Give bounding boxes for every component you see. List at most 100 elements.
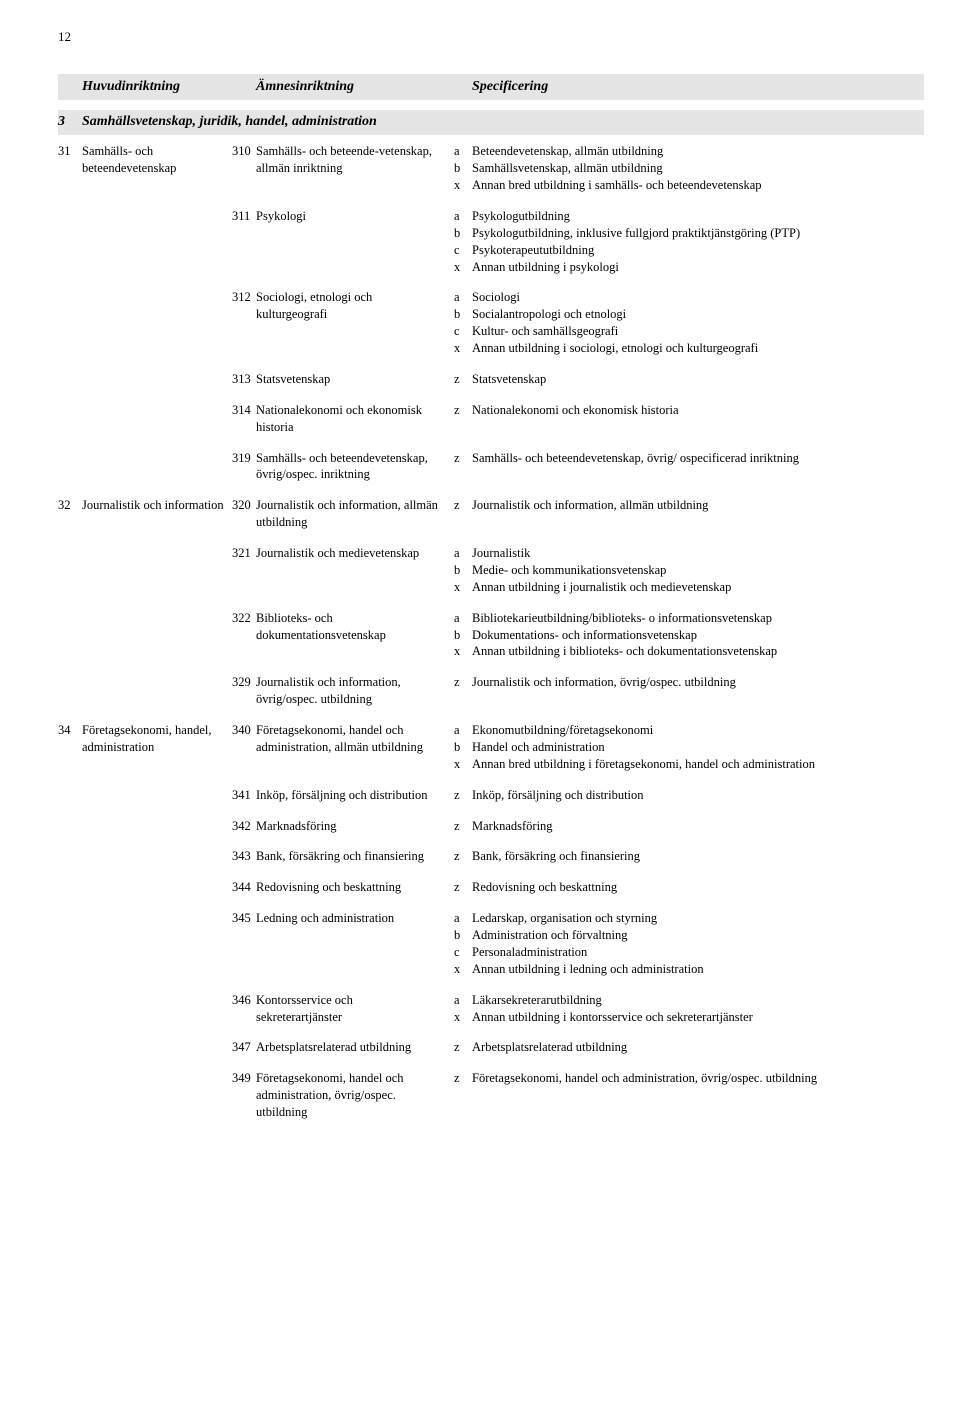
spec-text: Annan bred utbildning i företagsekonomi,… [472,756,924,773]
spec-line: zInköp, försäljning och distribution [454,787,924,804]
table-row: 314Nationalekonomi och ekonomisk histori… [58,402,924,436]
main-code: 31 [58,143,82,160]
table-row: 345Ledning och administrationaLedarskap,… [58,910,924,978]
table-row: 311PsykologiaPsykologutbildningbPsykolog… [58,208,924,276]
spec-letter: x [454,259,472,276]
spec-letter: b [454,627,472,644]
spec-text: Bibliotekarieutbildning/biblioteks- o in… [472,610,924,627]
spec-text: Annan utbildning i kontorsservice och se… [472,1009,924,1026]
spec-letter: z [454,402,472,419]
spec-text: Dokumentations- och informationsvetenska… [472,627,924,644]
spec-letter: b [454,927,472,944]
spec-text: Journalistik och information, övrig/ospe… [472,674,924,691]
spec-line: xAnnan utbildning i sociologi, etnologi … [454,340,924,357]
spec-letter: a [454,143,472,160]
spec-line: xAnnan utbildning i ledning och administ… [454,961,924,978]
spec-text: Bank, försäkring och finansiering [472,848,924,865]
sub-label: Journalistik och medievetenskap [256,545,454,562]
sub-code: 312 [232,289,256,306]
table-row: 312Sociologi, etnologi och kulturgeograf… [58,289,924,357]
table-row: 322Biblioteks- och dokumentationsvetensk… [58,610,924,661]
sub-label: Journalistik och information, allmän utb… [256,497,454,531]
spec-text: Företagsekonomi, handel och administrati… [472,1070,924,1087]
spec-line: aEkonomutbildning/företagsekonomi [454,722,924,739]
sub-code: 342 [232,818,256,835]
main-label: Journalistik och information [82,497,232,514]
spec-text: Redovisning och beskattning [472,879,924,896]
spec-letter: z [454,497,472,514]
spec-text: Administration och förvaltning [472,927,924,944]
spec-letter: a [454,722,472,739]
sub-code: 340 [232,722,256,739]
spec-list: zMarknadsföring [454,818,924,835]
spec-list: aBeteendevetenskap, allmän utbildningbSa… [454,143,924,194]
table-row: 344 Redovisning och beskattningzRedovisni… [58,879,924,896]
classification-table: 31Samhälls- och beteendevetenskap310Samh… [58,143,924,1121]
spec-text: Psykologutbildning, inklusive fullgjord … [472,225,924,242]
table-row: 346Kontorsservice och sekreterartjänster… [58,992,924,1026]
table-row: 347Arbetsplatsrelaterad utbildningzArbet… [58,1039,924,1056]
spec-line: xAnnan utbildning i psykologi [454,259,924,276]
main-code: 34 [58,722,82,739]
spec-line: xAnnan bred utbildning i samhälls- och b… [454,177,924,194]
header-col2: Ämnesinriktning [256,78,454,97]
sub-label: Bank, försäkring och finansiering [256,848,454,865]
spec-text: Socialantropologi och etnologi [472,306,924,323]
spec-text: Samhälls- och beteendevetenskap, övrig/ … [472,450,924,467]
section-header: 3 Samhällsvetenskap, juridik, handel, ad… [58,110,924,135]
spec-text: Läkarsekreterarutbildning [472,992,924,1009]
spec-line: aPsykologutbildning [454,208,924,225]
spec-text: Marknadsföring [472,818,924,835]
sub-label: Psykologi [256,208,454,225]
spec-list: zFöretagsekonomi, handel och administrat… [454,1070,924,1087]
spec-line: aLäkarsekreterarutbildning [454,992,924,1009]
sub-label: Inköp, försäljning och distribution [256,787,454,804]
spec-letter: a [454,610,472,627]
spec-text: Samhällsvetenskap, allmän utbildning [472,160,924,177]
spec-list: aBibliotekarieutbildning/biblioteks- o i… [454,610,924,661]
spec-line: zBank, försäkring och finansiering [454,848,924,865]
spec-letter: b [454,562,472,579]
table-row: 313StatsvetenskapzStatsvetenskap [58,371,924,388]
header-col1: Huvudinriktning [82,78,232,97]
sub-label: Statsvetenskap [256,371,454,388]
table-row: 329Journalistik och information, övrig/o… [58,674,924,708]
sub-code: 344 [232,879,256,896]
sub-code: 311 [232,208,256,225]
spec-text: Arbetsplatsrelaterad utbildning [472,1039,924,1056]
spec-letter: z [454,450,472,467]
sub-label: Marknadsföring [256,818,454,835]
sub-label: Kontorsservice och sekreterartjänster [256,992,454,1026]
spec-text: Annan utbildning i sociologi, etnologi o… [472,340,924,357]
sub-code: 345 [232,910,256,927]
spec-list: zSamhälls- och beteendevetenskap, övrig/… [454,450,924,467]
spec-letter: z [454,879,472,896]
spec-letter: b [454,225,472,242]
spec-line: zMarknadsföring [454,818,924,835]
main-label: Samhälls- och beteendevetenskap [82,143,232,177]
spec-list: zNationalekonomi och ekonomisk historia [454,402,924,419]
page-number: 12 [58,28,924,46]
table-row: 349Företagsekonomi, handel och administr… [58,1070,924,1121]
spec-list: aSociologibSocialantropologi och etnolog… [454,289,924,357]
spec-letter: a [454,545,472,562]
main-code: 32 [58,497,82,514]
spec-text: Annan utbildning i journalistik och medi… [472,579,924,596]
spec-line: zArbetsplatsrelaterad utbildning [454,1039,924,1056]
spec-list: zStatsvetenskap [454,371,924,388]
spec-list: zJournalistik och information, övrig/osp… [454,674,924,691]
sub-code: 321 [232,545,256,562]
spec-line: zFöretagsekonomi, handel och administrat… [454,1070,924,1087]
spec-line: xAnnan bred utbildning i företagsekonomi… [454,756,924,773]
sub-code: 314 [232,402,256,419]
table-row: 343Bank, försäkring och finansieringzBan… [58,848,924,865]
header-col3: Specificering [472,78,924,97]
spec-letter: b [454,739,472,756]
spec-letter: c [454,323,472,340]
spec-letter: x [454,961,472,978]
spec-line: bSamhällsvetenskap, allmän utbildning [454,160,924,177]
column-headers: Huvudinriktning Ämnesinriktning Specific… [58,74,924,101]
spec-line: zRedovisning och beskattning [454,879,924,896]
spec-letter: z [454,1070,472,1087]
spec-letter: x [454,756,472,773]
